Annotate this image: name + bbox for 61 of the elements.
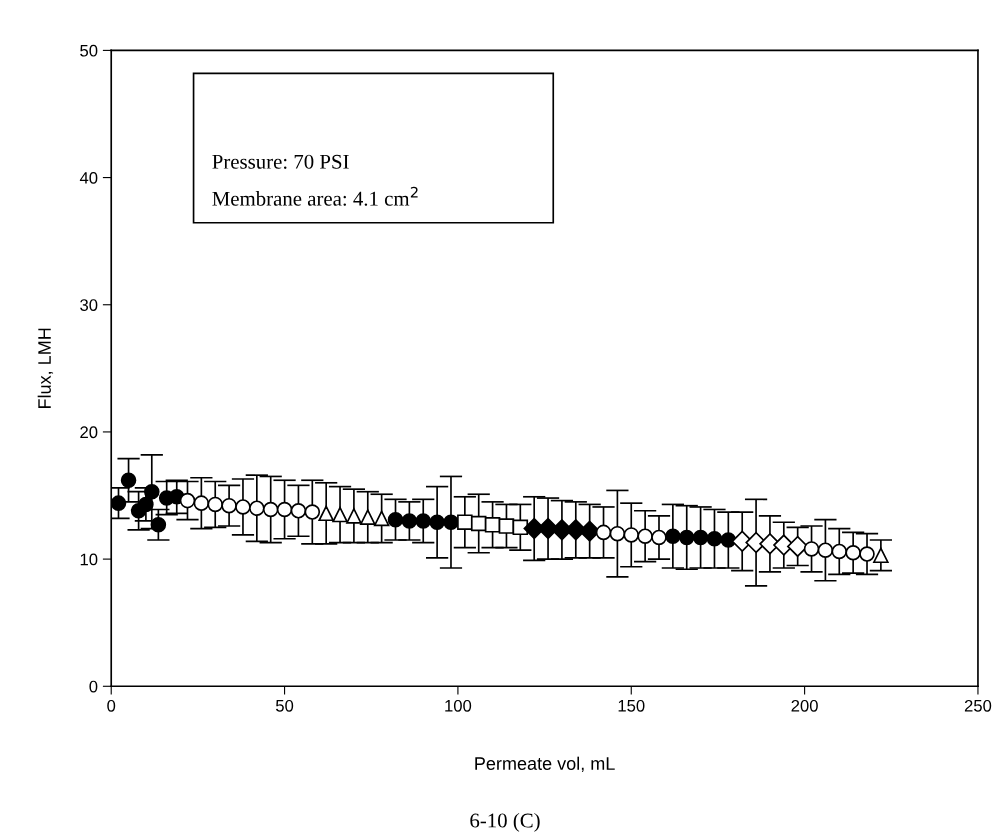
point: [179, 492, 196, 509]
x-tick-label: 200: [791, 699, 818, 712]
point: [831, 543, 848, 560]
x-tick-label: 0: [107, 699, 116, 712]
point: [692, 529, 709, 546]
point: [845, 544, 861, 561]
point: [290, 502, 307, 519]
point: [193, 495, 210, 511]
y-tick-label: 40: [79, 171, 98, 184]
point: [623, 527, 640, 543]
point: [221, 497, 237, 514]
point: [443, 514, 459, 531]
y-tick-label: 30: [80, 299, 98, 311]
point: [346, 508, 362, 524]
point: [595, 524, 612, 541]
x-tick-label: 250: [964, 699, 992, 712]
text: 6-10 (C): [470, 812, 540, 832]
x-tick-label: 150: [618, 699, 645, 712]
point: [332, 506, 348, 523]
y-axis-title: Flux, LMH: [37, 328, 54, 408]
point: [373, 510, 390, 527]
point: [609, 525, 626, 542]
point: [859, 546, 875, 562]
point: [120, 472, 137, 489]
point: [665, 528, 681, 544]
point: [144, 483, 160, 500]
point: [138, 496, 154, 513]
point: [678, 529, 695, 546]
point: [249, 500, 265, 517]
point: [457, 514, 473, 531]
point: [415, 513, 432, 529]
point: [706, 530, 723, 547]
point: [484, 516, 501, 533]
point: [359, 509, 376, 525]
point: [276, 501, 293, 518]
point: [235, 499, 251, 515]
point: [111, 495, 127, 511]
point: [803, 541, 820, 557]
annotation: Membrane area: 4.1 cm$^{2}$: [212, 186, 418, 206]
y-tick-label: 20: [80, 426, 98, 439]
point: [401, 513, 418, 529]
point: [817, 542, 834, 558]
point: [387, 511, 404, 528]
point: [207, 496, 224, 513]
x-axis-title: Permeate vol, mL: [475, 756, 615, 773]
point: [429, 514, 445, 531]
point: [150, 516, 167, 533]
point: [498, 518, 515, 534]
y-tick-label: 50: [80, 44, 98, 57]
x-tick-label: 50: [275, 699, 294, 712]
point: [787, 535, 809, 558]
point: [651, 529, 667, 546]
x-tick-label: 100: [445, 699, 472, 712]
point: [318, 505, 334, 522]
point: [873, 547, 889, 564]
annotation: Pressure: 70 PSI: [212, 154, 349, 169]
point: [262, 501, 279, 518]
point: [304, 504, 321, 520]
y-tick-label: 10: [80, 553, 98, 566]
y-tick-label: 0: [89, 680, 98, 693]
point: [637, 528, 653, 544]
